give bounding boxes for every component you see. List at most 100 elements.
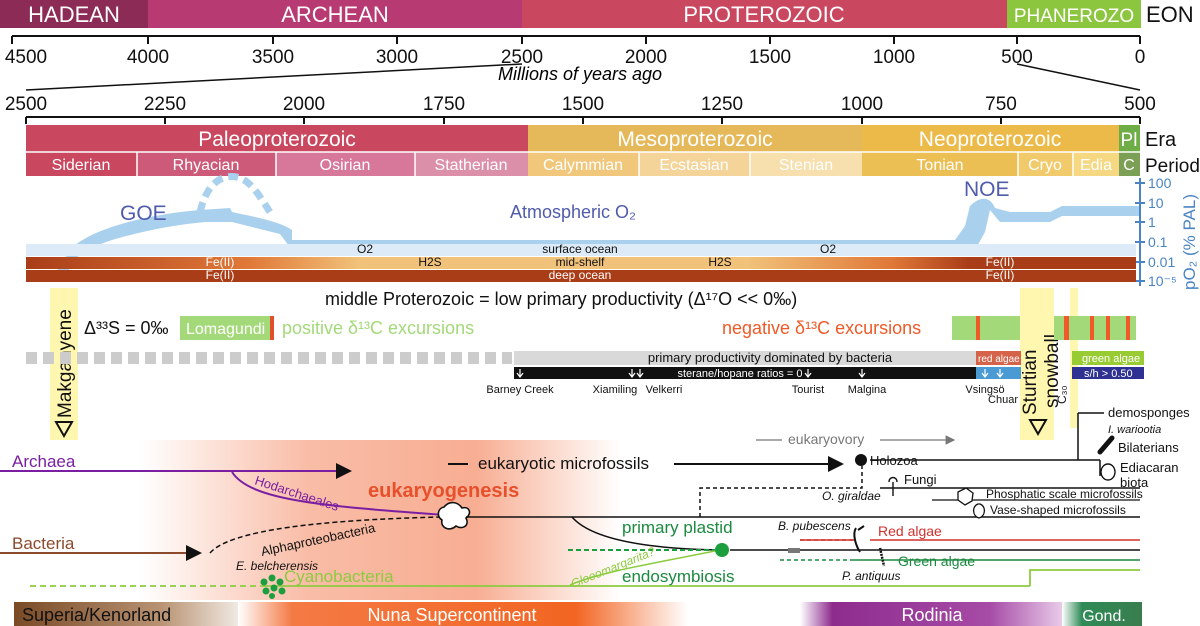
ocean-bands: surface ocean O2 O2 mid-shelf H2S H2S de… <box>26 242 1136 282</box>
h2s-right-label: H2S <box>708 255 731 269</box>
eukaryovory-label: eukaryovory <box>788 431 864 447</box>
period-siderian <box>26 152 137 176</box>
cyanobacteria-ediacaran-step <box>1029 569 1140 586</box>
zoom-tick: 1000 <box>841 94 883 115</box>
negative-excursions-label: negative δ¹³C excursions <box>722 318 921 338</box>
vase-icon <box>972 503 986 519</box>
gondwana-label: Gond. <box>1082 608 1126 625</box>
opisthokont-branch <box>699 466 863 517</box>
period-label: Ecstasian <box>659 157 728 174</box>
vase-label: Vase-shaped microfossils <box>990 503 1126 517</box>
green-algae-band-label: green algae <box>1082 353 1140 365</box>
gloeomargarita-branch <box>569 550 716 586</box>
o2-left-label: O2 <box>357 242 373 256</box>
eon-tick: 2000 <box>625 47 667 68</box>
sturtian-column <box>1020 288 1054 440</box>
locality-label: Chuar <box>988 394 1018 406</box>
era-pl-label: Pl <box>1121 130 1138 151</box>
atmospheric-o2-band <box>48 198 1140 282</box>
fe-right-1: Fe(II) <box>986 255 1015 269</box>
zoom-tick: 1750 <box>423 94 465 115</box>
surface-ocean-band <box>26 244 1136 256</box>
period-label: Cryo <box>1028 157 1062 174</box>
po2-tick: 0.1 <box>1148 234 1168 250</box>
supercontinent-bar: Superia/Kenorland Nuna Supercontinent Ro… <box>14 602 1142 626</box>
nuna-label: Nuna Supercontinent <box>367 605 536 625</box>
demosponges-label: demosponges <box>1108 405 1190 420</box>
eon-tick: 500 <box>1001 47 1033 68</box>
noe-label: NOE <box>964 178 1010 201</box>
bacteria-band-label: primary productivity dominated by bacter… <box>648 350 893 365</box>
holozoa-marker-icon <box>855 454 867 466</box>
eukaryotic-microfossils-label: eukaryotic microfossils <box>478 454 649 473</box>
zoom-tick-labels: 2500 2250 2000 1750 1500 1250 1000 750 5… <box>5 94 1156 115</box>
rodinia-band <box>800 602 1070 626</box>
oxygen-curve: GOE NOE Atmospheric O₂ <box>48 173 1140 282</box>
sterane-band-label: sterane/hopane ratios = 0 <box>677 368 802 380</box>
period-label: Calymmian <box>543 157 623 174</box>
alphaproteobacteria-branch <box>209 516 441 554</box>
eon-axis-title: EON <box>1146 2 1194 27</box>
period-tonian <box>862 152 1018 176</box>
cyanobacteria-label: Cyanobacteria <box>284 567 394 586</box>
period-ecstasian <box>639 152 750 176</box>
o2-right-label: O2 <box>820 242 836 256</box>
deep-ocean-label: deep ocean <box>549 268 612 282</box>
locality-markers <box>516 369 1004 378</box>
zoom-tick: 1500 <box>562 94 604 115</box>
eon-tick: 4000 <box>127 47 169 68</box>
green-algae-label: Green algae <box>898 553 975 569</box>
bangiomorpha-bar <box>788 548 800 553</box>
middle-proterozoic-statement: middle Proterozoic = low primary product… <box>325 289 797 309</box>
po2-axis: 100 10 1 0.1 0.01 10⁻⁵ pO₂ (% PAL) <box>1135 175 1199 290</box>
endosymbiosis-label: endosymbiosis <box>622 567 734 586</box>
eon-hadean <box>0 0 148 28</box>
era-mesoproterozoic <box>528 125 862 152</box>
superia-band <box>14 602 258 626</box>
atmospheric-o2-label: Atmospheric O₂ <box>510 202 636 222</box>
po2-tick: 10 <box>1148 195 1164 211</box>
period-label: Rhyacian <box>173 157 240 174</box>
eon-tick: 3500 <box>252 47 294 68</box>
goe-overshoot <box>196 173 273 214</box>
zoom-tick: 1250 <box>701 94 743 115</box>
zoom-connector-right <box>1016 63 1141 91</box>
fe-right-2: Fe(II) <box>986 268 1015 282</box>
bilaterians-label: Bilaterians <box>1118 440 1179 455</box>
era-bar: Paleoproterozoic Mesoproterozoic Neoprot… <box>26 125 1177 152</box>
fungi-icon <box>888 476 898 496</box>
lomagundi-end <box>270 316 274 340</box>
carbon-isotope-band <box>952 316 1136 340</box>
hodarchaeales-branch <box>231 471 446 516</box>
locality-label: Malgina <box>848 384 887 396</box>
bangiomorpha-icon <box>853 525 865 553</box>
period-ediacaran <box>1073 152 1119 176</box>
lomagundi-label: Lomagundi <box>186 321 265 338</box>
zoom-tick: 2250 <box>144 94 186 115</box>
period-label: Statherian <box>435 157 508 174</box>
ediacaran-label-1: Ediacaran <box>1120 460 1179 475</box>
eon-proterozoic-label: PROTEROZOIC <box>683 2 844 27</box>
sturtian-triangle-icon <box>1028 419 1048 437</box>
period-label: C <box>1123 157 1135 174</box>
locality-label: Vsingsö <box>965 384 1004 396</box>
locality-label: Velkerri <box>646 384 683 396</box>
b-pubescens-label: B. pubescens <box>778 519 851 533</box>
eon-phanerozoic <box>1007 0 1141 28</box>
period-osirian <box>276 152 415 176</box>
era-neo-label: Neoproterozoic <box>919 128 1061 151</box>
eon-tick: 2500 <box>501 47 543 68</box>
phosphatic-label: Phosphatic scale microfossils <box>986 487 1143 501</box>
po2-tick: 1 <box>1148 214 1156 230</box>
red-algae-band <box>976 351 1021 365</box>
mid-shelf-label: mid-shelf <box>556 255 605 269</box>
makganyene-triangle-icon <box>54 421 74 439</box>
ediacaran-icon <box>1100 463 1116 481</box>
phosphatic-scale-icon <box>957 487 974 506</box>
o-giraldae-label: O. giraldae <box>822 489 881 503</box>
eon-hadean-label: HADEAN <box>28 2 120 27</box>
zoom-tick: 750 <box>985 94 1017 115</box>
period-label: Tonian <box>916 157 963 174</box>
zoom-tick: 2000 <box>283 94 325 115</box>
